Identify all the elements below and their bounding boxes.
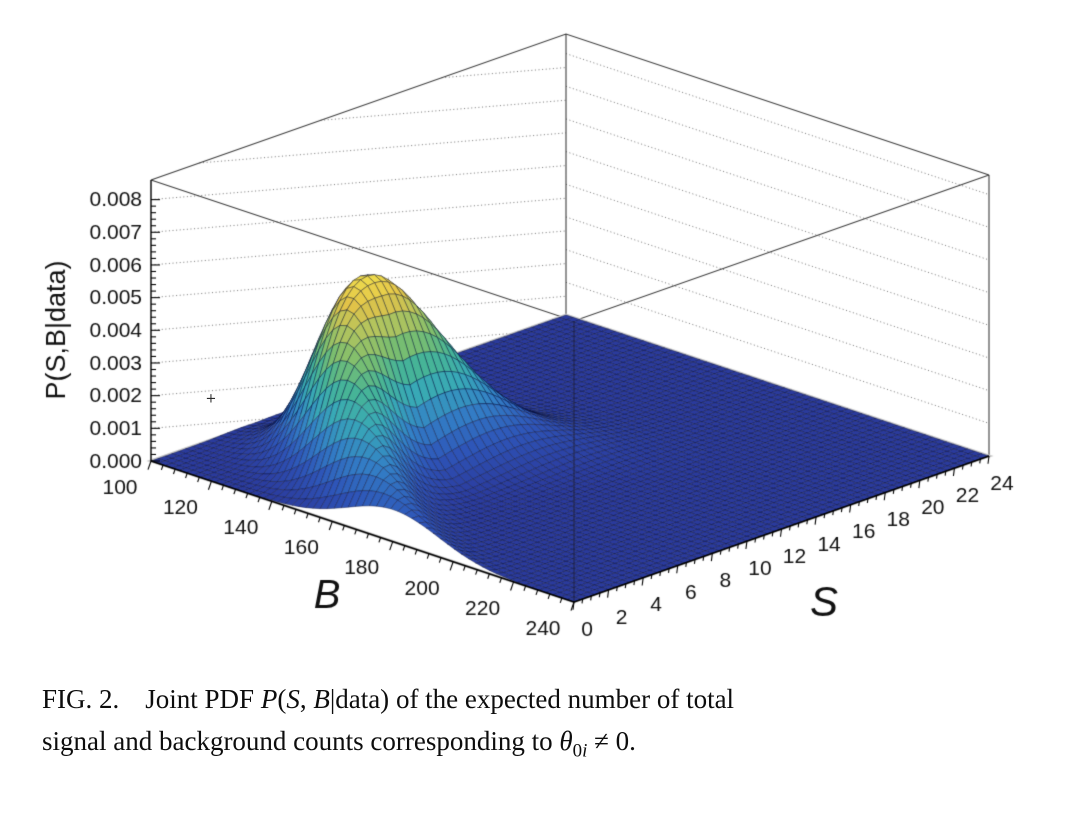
figure-caption: FIG. 2. Joint PDF P(S, B|data) of the exp… (42, 678, 1027, 762)
caption-paren: ( (277, 684, 287, 714)
caption-intro: Joint PDF (145, 684, 261, 714)
caption-label: FIG. 2. (42, 684, 120, 714)
caption-paren-close: |data) (329, 684, 390, 714)
caption-sep: , (299, 684, 314, 714)
caption-end: ≠ 0. (587, 726, 636, 757)
caption-symbol-S: S (286, 684, 300, 714)
caption-theta-subscript: 0i (572, 740, 588, 762)
caption-theta: θ (559, 726, 573, 757)
caption-symbol-B: B (313, 684, 330, 714)
caption-line1-rest: of the expected number of total (389, 684, 735, 714)
caption-symbol-P: P (260, 684, 278, 714)
surface-plot-canvas (0, 0, 1067, 660)
stray-plus-marker: + (205, 391, 217, 407)
figure-plot-area: + (0, 0, 1067, 660)
caption-line2: signal and background counts correspondi… (42, 726, 560, 757)
